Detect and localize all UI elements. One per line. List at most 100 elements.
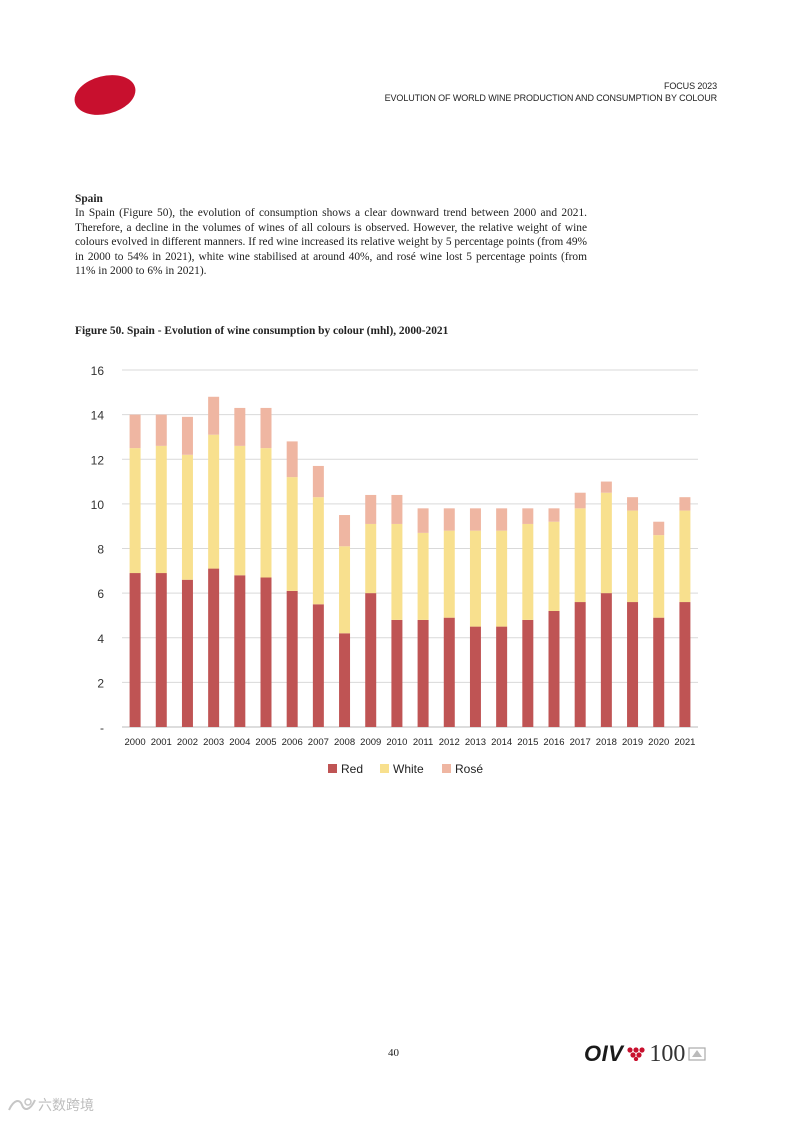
bar-segment-ros <box>417 508 429 533</box>
bar-segment-red <box>653 617 665 727</box>
bar-segment-red <box>548 610 560 727</box>
bar-segment-ros <box>286 441 298 478</box>
x-tick-label: 2019 <box>622 737 643 748</box>
bar-segment-white <box>339 546 351 634</box>
legend-swatch <box>442 764 451 773</box>
bar-segment-red <box>443 617 455 727</box>
bar-segment-ros <box>181 416 193 455</box>
y-tick-label: 10 <box>91 498 105 512</box>
legend-label: Red <box>341 762 363 776</box>
header-subtitle: EVOLUTION OF WORLD WINE PRODUCTION AND C… <box>384 93 717 103</box>
bar-segment-red <box>181 579 193 727</box>
oiv-100-logo: OIV 100 <box>584 1040 707 1068</box>
y-tick-label: 2 <box>97 676 104 690</box>
x-tick-label: 2003 <box>203 737 224 748</box>
bar-segment-red <box>469 626 481 727</box>
section-heading: Spain <box>75 193 103 205</box>
bar-segment-white <box>469 530 481 627</box>
oiv-centenary-number: 100 <box>649 1040 686 1067</box>
x-tick-label: 2013 <box>465 737 486 748</box>
y-tick-label: 12 <box>91 453 105 467</box>
legend-swatch <box>328 764 337 773</box>
x-tick-label: 2020 <box>648 737 669 748</box>
x-tick-label: 2011 <box>413 737 433 748</box>
x-tick-label: 2001 <box>151 737 172 748</box>
bar-segment-white <box>365 523 377 594</box>
x-tick-label: 2016 <box>543 737 564 748</box>
bar-segment-white <box>129 448 141 574</box>
legend-label: White <box>393 762 424 776</box>
bar-segment-white <box>574 508 586 603</box>
bar-segment-red <box>129 573 141 727</box>
x-tick-label: 2017 <box>570 737 591 748</box>
bar-segment-red <box>208 568 220 727</box>
bar-segment-white <box>496 530 508 627</box>
bar-segment-red <box>627 602 639 727</box>
legend-swatch <box>380 764 389 773</box>
bar-segment-ros <box>496 508 508 531</box>
bar-segment-ros <box>548 508 560 522</box>
bar-segment-red <box>260 577 272 727</box>
bar-segment-red <box>391 619 403 727</box>
brand-logo-ellipse <box>70 69 140 121</box>
x-tick-label: 2010 <box>386 737 407 748</box>
legend-label: Rosé <box>455 762 483 776</box>
x-tick-label: 2021 <box>674 737 695 748</box>
bar-segment-white <box>312 497 324 605</box>
bar-segment-ros <box>653 521 665 536</box>
bar-segment-ros <box>469 508 481 531</box>
y-tick-label: 6 <box>97 587 104 601</box>
bar-segment-white <box>208 434 220 569</box>
bar-segment-red <box>496 626 508 727</box>
x-tick-label: 2007 <box>308 737 329 748</box>
spain-section: Spain In Spain (Figure 50), the evolutio… <box>75 192 587 278</box>
bar-segment-red <box>600 593 612 727</box>
bar-segment-white <box>653 535 665 618</box>
bar-segment-white <box>260 448 272 578</box>
bar-segment-red <box>234 575 246 727</box>
x-tick-label: 2009 <box>360 737 381 748</box>
bar-segment-ros <box>679 497 691 511</box>
bar-segment-white <box>417 532 429 620</box>
bar-segment-ros <box>208 396 220 435</box>
bar-segment-red <box>574 602 586 727</box>
bar-segment-ros <box>339 515 351 547</box>
x-tick-label: 2004 <box>229 737 250 748</box>
y-tick-label: 14 <box>91 409 105 423</box>
bar-segment-ros <box>600 481 612 493</box>
x-tick-label: 2015 <box>517 737 538 748</box>
page-number: 40 <box>388 1047 399 1059</box>
bar-segment-white <box>600 492 612 594</box>
watermark-text: 六数跨境 <box>38 1098 94 1114</box>
bar-segment-red <box>522 619 534 727</box>
watermark: 六数跨境 <box>6 1095 94 1115</box>
bar-segment-white <box>522 523 534 620</box>
watermark-logo-icon <box>8 1098 36 1111</box>
bar-segment-red <box>339 633 351 727</box>
y-tick-label: 8 <box>97 543 104 557</box>
bar-segment-ros <box>365 494 377 524</box>
bar-segment-white <box>155 445 167 574</box>
x-tick-label: 2002 <box>177 737 198 748</box>
bar-segment-red <box>312 604 324 727</box>
x-tick-label: 2012 <box>439 737 460 748</box>
bar-segment-white <box>286 477 298 591</box>
bar-segment-red <box>679 602 691 727</box>
bar-segment-red <box>417 619 429 727</box>
bar-segment-ros <box>443 508 455 531</box>
header-focus: FOCUS 2023 <box>663 81 717 91</box>
bar-segment-ros <box>312 465 324 498</box>
bar-segment-white <box>627 510 639 603</box>
bar-segment-red <box>365 593 377 727</box>
bar-segment-white <box>548 521 560 611</box>
decorative-emblem-icon <box>688 1047 707 1061</box>
bar-segment-white <box>234 445 246 576</box>
bar-segment-ros <box>574 492 586 509</box>
bar-segment-red <box>286 590 298 727</box>
bar-segment-ros <box>234 407 246 446</box>
running-header: FOCUS 2023 EVOLUTION OF WORLD WINE PRODU… <box>385 80 717 104</box>
bar-segment-ros <box>129 414 141 449</box>
x-tick-label: 2014 <box>491 737 512 748</box>
oiv-logo-text: OIV <box>584 1041 624 1066</box>
section-body: In Spain (Figure 50), the evolution of c… <box>75 207 587 278</box>
